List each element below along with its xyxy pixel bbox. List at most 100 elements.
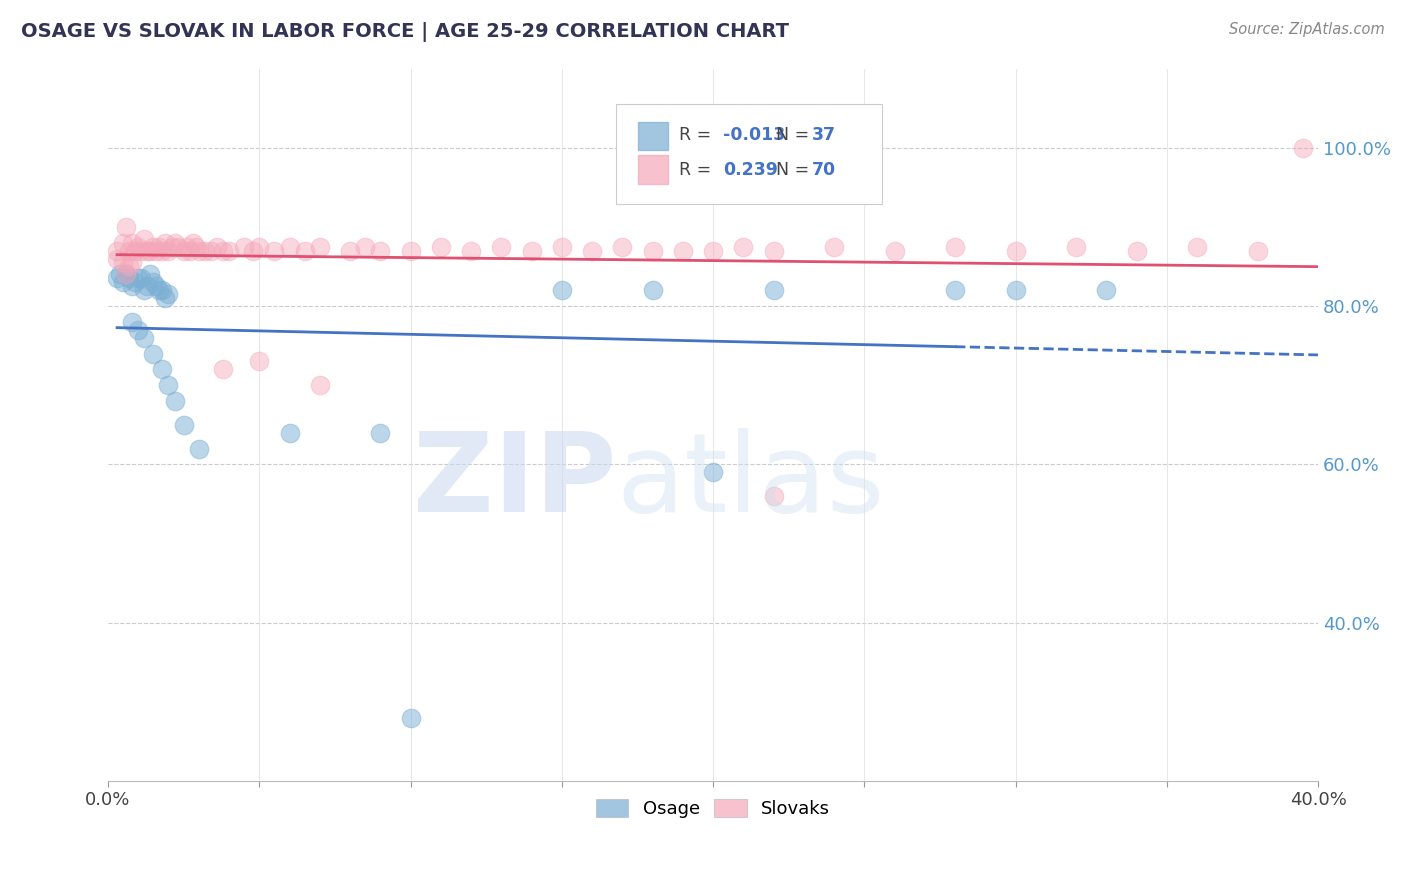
- Point: [247, 240, 270, 254]
- Point: [142, 346, 165, 360]
- Point: [1125, 244, 1147, 258]
- Point: [205, 240, 228, 254]
- Point: [762, 283, 785, 297]
- FancyBboxPatch shape: [638, 122, 668, 151]
- Text: -0.013: -0.013: [723, 126, 785, 144]
- Point: [152, 362, 174, 376]
- Point: [187, 442, 209, 456]
- Point: [157, 244, 180, 258]
- Point: [212, 244, 235, 258]
- Point: [157, 378, 180, 392]
- Point: [157, 287, 180, 301]
- Point: [152, 283, 174, 297]
- Point: [127, 323, 149, 337]
- Point: [148, 283, 170, 297]
- Point: [152, 244, 174, 258]
- Text: 70: 70: [813, 161, 837, 178]
- Point: [278, 425, 301, 440]
- Point: [163, 394, 186, 409]
- Point: [823, 240, 845, 254]
- Text: R =: R =: [679, 126, 711, 144]
- Point: [129, 271, 152, 285]
- Point: [762, 244, 785, 258]
- Point: [308, 240, 330, 254]
- Point: [702, 465, 724, 479]
- Point: [176, 240, 198, 254]
- Point: [242, 244, 264, 258]
- FancyBboxPatch shape: [638, 155, 668, 184]
- Point: [163, 235, 186, 250]
- Point: [1004, 283, 1026, 297]
- Point: [145, 279, 167, 293]
- Point: [551, 283, 574, 297]
- Point: [166, 240, 188, 254]
- Point: [429, 240, 451, 254]
- Point: [399, 711, 422, 725]
- Point: [112, 275, 135, 289]
- Point: [491, 240, 513, 254]
- Point: [115, 268, 138, 282]
- Point: [127, 271, 149, 285]
- Point: [139, 244, 162, 258]
- Point: [762, 489, 785, 503]
- Point: [551, 240, 574, 254]
- Point: [115, 268, 138, 282]
- Text: ZIP: ZIP: [413, 428, 616, 535]
- Point: [129, 244, 152, 258]
- Point: [173, 417, 195, 432]
- Point: [121, 255, 143, 269]
- Point: [139, 268, 162, 282]
- Point: [160, 240, 183, 254]
- Point: [308, 378, 330, 392]
- Text: N =: N =: [776, 126, 810, 144]
- Point: [368, 425, 391, 440]
- Point: [155, 291, 177, 305]
- Point: [1246, 244, 1268, 258]
- Point: [155, 235, 177, 250]
- Point: [263, 244, 285, 258]
- Text: N =: N =: [776, 161, 810, 178]
- Point: [612, 240, 634, 254]
- Point: [118, 244, 141, 258]
- FancyBboxPatch shape: [616, 104, 883, 204]
- Point: [399, 244, 422, 258]
- Text: atlas: atlas: [616, 428, 884, 535]
- Text: 37: 37: [813, 126, 837, 144]
- Point: [115, 219, 138, 234]
- Point: [124, 275, 146, 289]
- Point: [134, 331, 156, 345]
- Point: [142, 275, 165, 289]
- Point: [354, 240, 377, 254]
- Point: [187, 244, 209, 258]
- Point: [1292, 141, 1315, 155]
- Point: [641, 283, 664, 297]
- Point: [194, 244, 217, 258]
- Point: [943, 240, 966, 254]
- Point: [1095, 283, 1118, 297]
- Point: [112, 255, 135, 269]
- Point: [105, 271, 128, 285]
- Text: OSAGE VS SLOVAK IN LABOR FORCE | AGE 25-29 CORRELATION CHART: OSAGE VS SLOVAK IN LABOR FORCE | AGE 25-…: [21, 22, 789, 42]
- Point: [581, 244, 603, 258]
- Point: [520, 244, 543, 258]
- Point: [134, 232, 156, 246]
- Text: Source: ZipAtlas.com: Source: ZipAtlas.com: [1229, 22, 1385, 37]
- Point: [672, 244, 695, 258]
- Point: [105, 252, 128, 266]
- Point: [112, 235, 135, 250]
- Point: [121, 235, 143, 250]
- Point: [179, 244, 201, 258]
- Point: [118, 271, 141, 285]
- Point: [184, 240, 207, 254]
- Point: [1064, 240, 1087, 254]
- Point: [145, 244, 167, 258]
- Point: [148, 240, 170, 254]
- Point: [339, 244, 361, 258]
- Legend: Osage, Slovaks: Osage, Slovaks: [589, 791, 838, 825]
- Point: [212, 362, 235, 376]
- Point: [733, 240, 755, 254]
- Point: [127, 240, 149, 254]
- Point: [118, 260, 141, 274]
- Point: [121, 279, 143, 293]
- Text: 0.239: 0.239: [723, 161, 778, 178]
